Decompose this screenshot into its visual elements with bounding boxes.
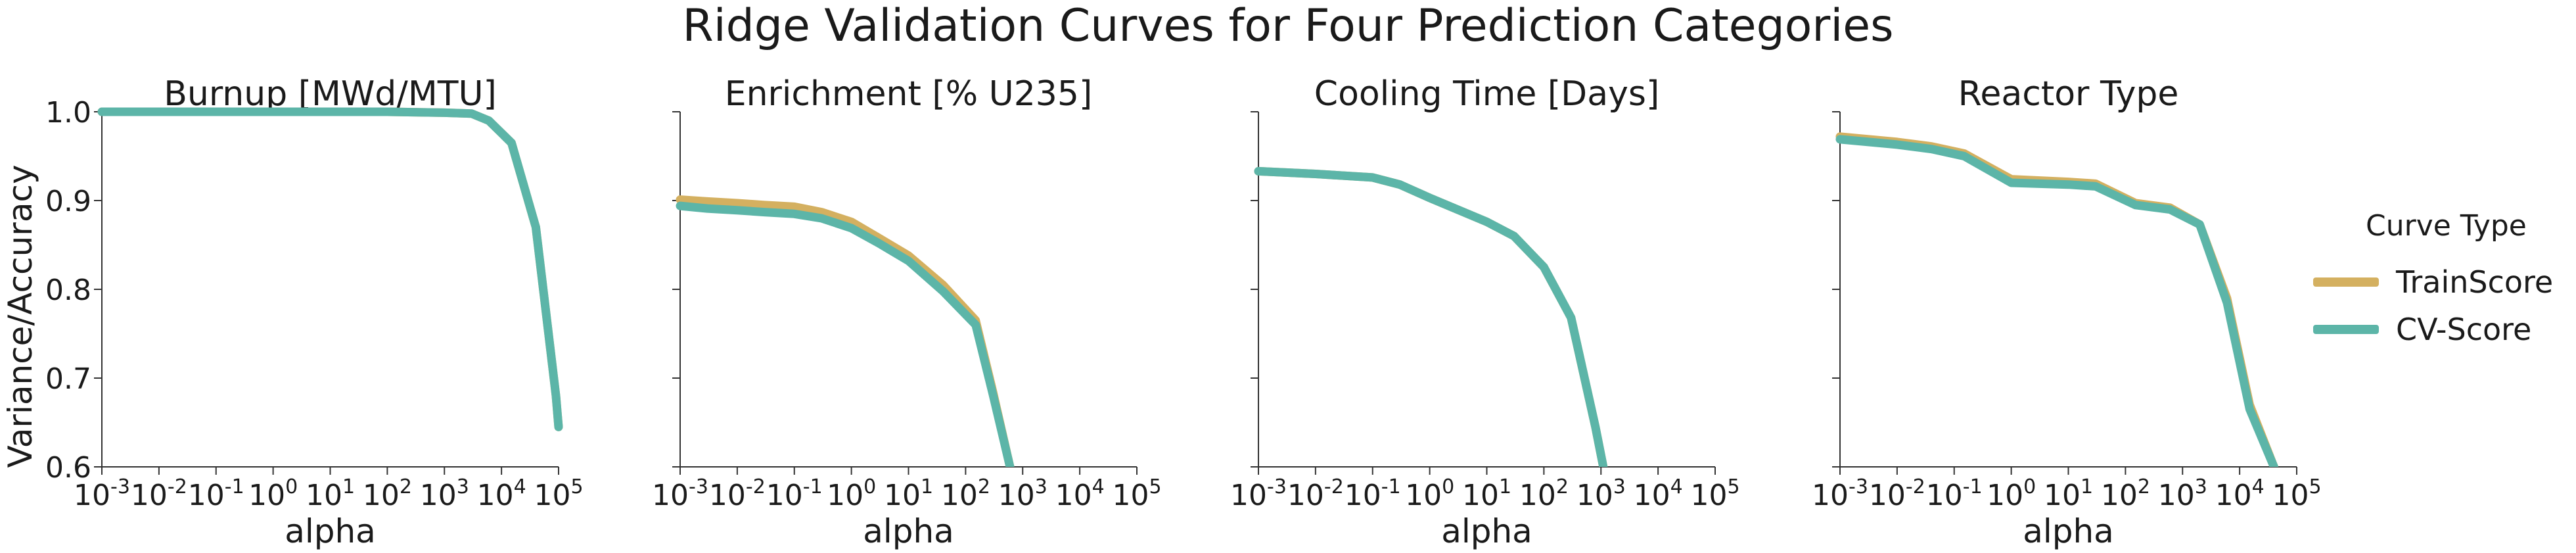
legend-label-train: TrainScore	[2396, 264, 2554, 300]
chart-panel-3: 10-3 10-2 10-1 100 101 102 103 104 105 Cooling Ti…	[1230, 74, 1740, 550]
x-tick-label: 10-2	[1869, 475, 1925, 512]
x-tick-label: 104	[2215, 475, 2265, 512]
x-tick-label: 105	[534, 475, 583, 512]
chart-panel-4: 10-3 10-2 10-1 100 101 102 103 104 105 Reactor Ty…	[1812, 74, 2322, 550]
x-tick-label: 102	[2101, 475, 2150, 512]
legend-label-cv: CV-Score	[2396, 312, 2532, 347]
series-line-trainscore	[676, 195, 1015, 467]
y-tick-label: 0.8	[45, 274, 91, 307]
legend-title: Curve Type	[2366, 209, 2527, 243]
x-tick-label: 100	[248, 475, 298, 512]
x-tick-label: 10-1	[188, 475, 244, 512]
x-axis-label: alpha	[863, 512, 954, 550]
y-tick-label: 0.7	[45, 362, 91, 396]
panel-title: Reactor Type	[1958, 74, 2179, 114]
x-axis-label: alpha	[285, 512, 376, 550]
x-tick-label: 103	[2158, 475, 2207, 512]
y-tick-label: 0.6	[45, 451, 91, 485]
x-tick-label: 10-1	[1926, 475, 1983, 512]
x-tick-label: 101	[306, 475, 355, 512]
series-line-cv-score	[1835, 135, 2278, 467]
series-line-trainscore	[1254, 166, 1608, 467]
x-tick-label: 101	[2044, 475, 2093, 512]
y-tick-label: 0.9	[45, 185, 91, 218]
x-tick-label: 102	[363, 475, 412, 512]
legend-item-train: TrainScore	[2313, 258, 2553, 306]
y-tick-label: 1.0	[45, 96, 91, 130]
x-tick-label: 105	[1112, 475, 1161, 512]
x-axis-label: alpha	[1441, 512, 1532, 550]
x-tick-label: 105	[2272, 475, 2321, 512]
x-tick-label: 10-2	[1287, 475, 1344, 512]
figure-title: Ridge Validation Curves for Four Predict…	[682, 0, 1894, 52]
x-tick-label: 100	[1987, 475, 2036, 512]
series-line-cv-score	[1254, 166, 1608, 467]
legend-item-cv: CV-Score	[2313, 306, 2553, 353]
x-tick-label: 10-2	[131, 475, 187, 512]
x-tick-label: 10-1	[766, 475, 823, 512]
series-line-trainscore	[97, 107, 563, 431]
panel-title: Enrichment [% U235]	[725, 74, 1093, 114]
chart-panels: 0.60.70.80.91.010-3 10-2 10-1 100 101 102 103 1…	[45, 74, 2322, 550]
x-tick-label: 104	[477, 475, 526, 512]
x-tick-label: 101	[1462, 475, 1511, 512]
x-tick-label: 100	[1405, 475, 1454, 512]
x-tick-label: 102	[941, 475, 990, 512]
x-tick-label: 10-3	[652, 475, 708, 512]
y-axis-label: Variance/Accuracy	[1, 164, 39, 468]
chart-panel-2: 10-3 10-2 10-1 100 101 102 103 104 105 Enrichment…	[652, 74, 1162, 550]
x-tick-label: 100	[827, 475, 876, 512]
x-tick-label: 102	[1519, 475, 1569, 512]
x-axis-label: alpha	[2023, 512, 2114, 550]
x-tick-label: 10-2	[709, 475, 766, 512]
chart-panel-1: 0.60.70.80.91.010-3 10-2 10-1 100 101 102 103 1…	[45, 74, 584, 550]
x-tick-label: 103	[420, 475, 469, 512]
legend-swatch-train	[2313, 277, 2379, 287]
x-tick-label: 104	[1055, 475, 1105, 512]
x-tick-label: 10-3	[74, 475, 130, 512]
x-tick-label: 103	[998, 475, 1047, 512]
x-tick-label: 10-3	[1812, 475, 1868, 512]
x-tick-label: 103	[1576, 475, 1626, 512]
series-line-cv-score	[97, 107, 563, 431]
x-tick-label: 10-1	[1345, 475, 1401, 512]
legend-swatch-cv	[2313, 325, 2379, 334]
series-line-cv-score	[676, 201, 1015, 467]
x-tick-label: 105	[1690, 475, 1739, 512]
x-tick-label: 10-3	[1230, 475, 1287, 512]
panel-title: Cooling Time [Days]	[1314, 74, 1659, 114]
legend: Curve Type TrainScore CV-Score	[2313, 209, 2553, 353]
x-tick-label: 101	[884, 475, 933, 512]
panel-title: Burnup [MWd/MTU]	[164, 74, 497, 114]
x-tick-label: 104	[1634, 475, 1683, 512]
